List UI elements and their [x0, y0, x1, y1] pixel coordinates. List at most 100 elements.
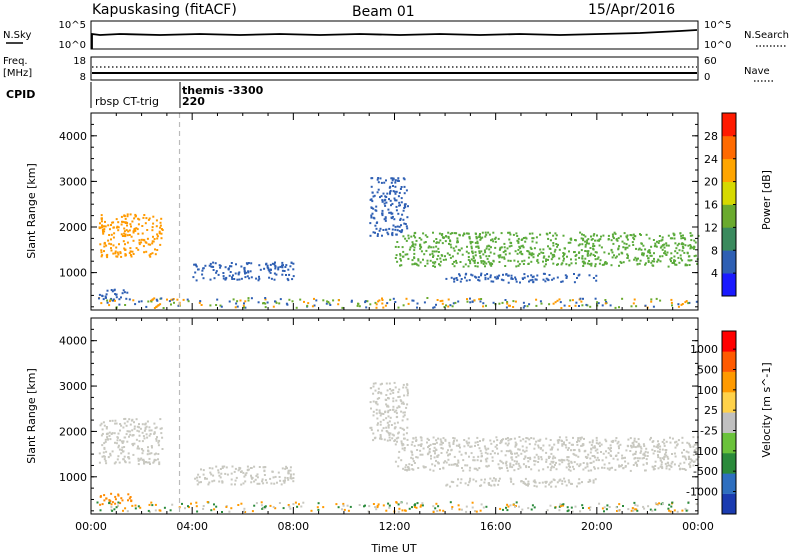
echo-pixel: [195, 505, 198, 508]
velocity-ylabel: Slant Range [km]: [25, 368, 38, 464]
echo-pixel: [688, 458, 690, 460]
echo-pixel: [578, 465, 581, 468]
echo-pixel: [512, 306, 515, 308]
echo-pixel: [472, 459, 475, 462]
echo-pixel: [382, 229, 385, 231]
echo-pixel: [488, 262, 491, 265]
echo-pixel: [289, 507, 292, 510]
echo-pixel: [622, 457, 625, 460]
echo-pixel: [126, 430, 129, 433]
echo-pixel: [489, 263, 492, 266]
echo-pixel: [502, 438, 505, 441]
echo-pixel: [594, 255, 596, 257]
echo-pixel: [633, 501, 636, 504]
echo-pixel: [645, 447, 648, 450]
echo-pixel: [281, 261, 284, 264]
echo-pixel: [407, 234, 410, 237]
echo-pixel: [562, 504, 564, 507]
echo-pixel: [212, 474, 215, 477]
echo-pixel: [515, 501, 518, 504]
echo-pixel: [202, 267, 205, 270]
echo-pixel: [375, 222, 378, 224]
nave-tick-bottom: 0: [704, 72, 710, 83]
echo-pixel: [356, 304, 359, 307]
echo-pixel: [264, 306, 267, 309]
echo-pixel: [647, 261, 650, 263]
echo-pixel: [402, 218, 405, 221]
echo-pixel: [618, 447, 620, 450]
echo-pixel: [533, 484, 536, 487]
echo-pixel: [674, 242, 677, 245]
echo-pixel: [273, 263, 276, 266]
echo-pixel: [394, 257, 397, 259]
echo-pixel: [561, 459, 564, 461]
echo-pixel: [498, 466, 501, 469]
echo-pixel: [457, 504, 460, 507]
echo-pixel: [232, 298, 235, 301]
echo-pixel: [399, 204, 401, 207]
echo-pixel: [618, 245, 621, 248]
echo-pixel: [138, 241, 141, 244]
echo-pixel: [665, 242, 668, 245]
echo-pixel: [109, 452, 112, 455]
echo-pixel: [153, 453, 156, 456]
echo-pixel: [113, 462, 116, 465]
echo-pixel: [382, 306, 385, 309]
echo-pixel: [667, 461, 670, 464]
echo-pixel: [494, 236, 497, 239]
echo-pixel: [402, 209, 405, 212]
echo-pixel: [635, 258, 638, 261]
echo-pixel: [106, 256, 109, 259]
echo-pixel: [475, 245, 478, 248]
echo-pixel: [329, 304, 332, 306]
echo-pixel: [548, 303, 551, 306]
echo-pixel: [614, 439, 617, 442]
echo-pixel: [478, 298, 481, 301]
echo-pixel: [406, 469, 408, 472]
echo-pixel: [455, 259, 457, 262]
echo-pixel: [507, 505, 510, 508]
echo-pixel: [166, 298, 168, 301]
echo-pixel: [215, 271, 218, 274]
echo-pixel: [123, 455, 126, 458]
echo-pixel: [467, 258, 470, 261]
echo-pixel: [204, 264, 207, 267]
y-tick-label: 1000: [59, 267, 87, 280]
echo-pixel: [597, 256, 600, 259]
echo-pixel: [368, 505, 371, 508]
echo-pixel: [432, 505, 435, 508]
echo-pixel: [474, 259, 476, 262]
echo-pixel: [565, 484, 568, 487]
echo-pixel: [484, 451, 487, 454]
echo-pixel: [296, 505, 299, 508]
echo-pixel: [565, 263, 568, 266]
echo-pixel: [108, 431, 111, 434]
echo-pixel: [209, 262, 212, 265]
echo-pixel: [579, 231, 582, 234]
echo-pixel: [686, 441, 689, 444]
echo-pixel: [685, 300, 688, 303]
echo-pixel: [667, 457, 670, 460]
echo-pixel: [118, 298, 121, 301]
echo-pixel: [401, 427, 404, 430]
echo-pixel: [680, 237, 683, 240]
echo-pixel: [200, 481, 202, 484]
echo-pixel: [584, 235, 587, 238]
echo-pixel: [582, 507, 584, 509]
echo-pixel: [114, 419, 117, 422]
echo-pixel: [428, 448, 431, 450]
echo-pixel: [527, 507, 530, 510]
echo-pixel: [506, 302, 509, 305]
echo-pixel: [250, 262, 253, 265]
echo-pixel: [527, 250, 530, 253]
echo-pixel: [416, 306, 418, 309]
echo-pixel: [262, 466, 265, 469]
echo-pixel: [632, 244, 635, 246]
echo-pixel: [398, 507, 401, 510]
echo-pixel: [593, 245, 596, 247]
echo-pixel: [499, 440, 502, 443]
echo-pixel: [493, 477, 495, 480]
echo-pixel: [117, 446, 120, 449]
echo-pixel: [103, 458, 106, 461]
